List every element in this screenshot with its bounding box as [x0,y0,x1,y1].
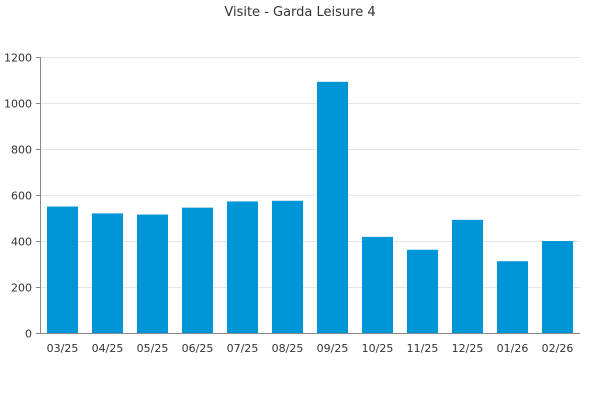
x-tick-label: 03/25 [47,342,79,355]
y-tick-label: 600 [11,190,32,203]
bar [91,213,124,333]
bar [136,214,169,333]
x-tick-label: 11/25 [407,342,439,355]
axes [40,57,580,334]
x-tick-label: 04/25 [92,342,124,355]
x-tick-label: 08/25 [272,342,304,355]
x-tick-label: 07/25 [227,342,259,355]
bar [541,241,574,333]
bar [406,249,439,333]
x-tick-label: 05/25 [137,342,169,355]
y-tick-label: 400 [11,236,32,249]
y-tick-label: 1200 [4,52,32,65]
y-tick-label: 0 [25,328,32,341]
bar [271,200,304,333]
x-tick-label: 02/26 [542,342,574,355]
y-tick-label: 800 [11,144,32,157]
bars [46,81,574,333]
bar [361,236,394,333]
y-tick-label: 1000 [4,98,32,111]
bar [46,206,79,333]
bar [316,81,349,333]
x-axis-ticks: 03/25 04/25 05/25 06/25 07/25 08/25 09/25 10/25… [47,342,574,355]
x-tick-label: 09/25 [317,342,349,355]
bar [451,219,484,333]
bar [496,261,529,333]
y-axis-ticks: 0 200 400 600 800 1000 1200 [4,52,40,341]
x-tick-label: 10/25 [362,342,394,355]
chart-title: Visite - Garda Leisure 4 [224,5,375,20]
x-tick-label: 06/25 [182,342,214,355]
grid-lines [40,57,580,288]
bar [181,207,214,333]
bar [226,201,259,333]
y-tick-label: 200 [11,282,32,295]
x-tick-label: 01/26 [497,342,529,355]
x-tick-label: 12/25 [452,342,484,355]
